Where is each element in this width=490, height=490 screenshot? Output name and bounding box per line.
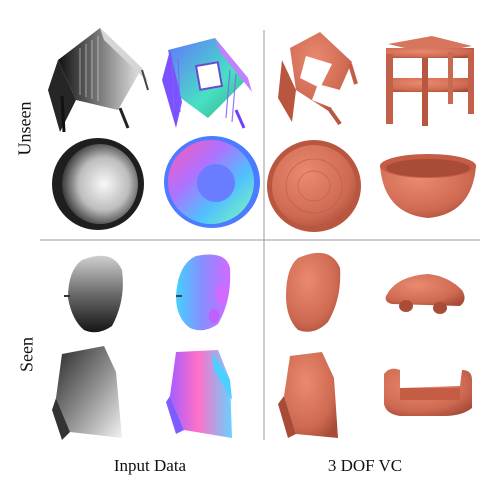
car-reconstruction-a <box>286 252 341 332</box>
sofa-normal-image <box>166 350 232 438</box>
chair-depth-image <box>48 28 149 133</box>
chair-reconstruction-a <box>278 32 358 126</box>
car-reconstruction-b <box>385 274 465 314</box>
column-label-input: Input Data <box>113 456 187 475</box>
sofa-reconstruction-b <box>384 368 472 416</box>
bowl-reconstruction-b <box>380 154 476 218</box>
car-depth-image <box>64 255 123 333</box>
column-label-output: 3 DOF VC <box>327 456 403 475</box>
bowl-depth-image <box>52 138 144 230</box>
chair-reconstruction-b <box>386 36 474 126</box>
bowl-reconstruction-a <box>267 140 361 232</box>
chair-normal-image <box>162 38 252 129</box>
bowl-normal-image <box>164 136 260 228</box>
sofa-depth-image <box>52 346 122 440</box>
car-normal-image <box>176 254 231 331</box>
sofa-reconstruction-a <box>278 352 338 438</box>
